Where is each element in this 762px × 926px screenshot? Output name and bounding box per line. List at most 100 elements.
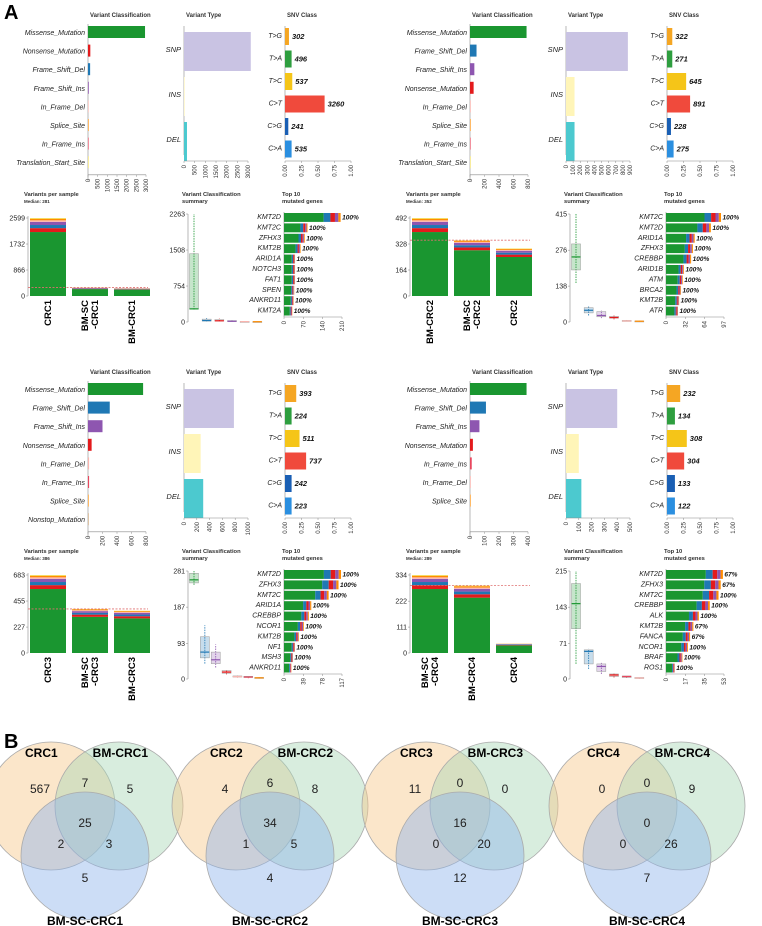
stacked-bar-segment: [496, 249, 532, 251]
x-tick-label: 800: [233, 521, 239, 532]
x-tick-label: 0: [664, 320, 670, 324]
x-tick-label: 0: [664, 677, 670, 681]
stacked-bar-segment: [454, 242, 490, 246]
tick-label: Frame_Shift_Del: [32, 406, 85, 413]
data-label: 100%: [711, 603, 728, 610]
data-label: 535: [295, 145, 308, 154]
x-tick-label: 700: [614, 164, 620, 175]
gene-bar-segment: [692, 611, 696, 621]
gene-bar-segment: [284, 254, 292, 264]
y-tick-label: 492: [395, 216, 407, 223]
venn-circle: [0, 741, 116, 871]
bar: [667, 497, 675, 515]
x-tick-label: 800: [526, 178, 532, 189]
venn-crc4: CRC4 BM-CRC4 BM-SC-CRC4 0 9 7 0 0 26 0: [548, 741, 746, 926]
stacked-bar-segment: [30, 582, 66, 586]
bar: [285, 430, 300, 447]
stacked-bar-segment: [454, 591, 490, 595]
bar: [285, 50, 292, 68]
chart-title: Variant Classification: [564, 192, 623, 198]
gene-bar-segment: [299, 244, 301, 254]
bar: [88, 81, 89, 94]
bar: [88, 63, 91, 76]
x-tick-label: BM-SC-CRC4: [420, 656, 441, 688]
gene-bar-segment: [689, 233, 692, 243]
y-tick-label: 138: [555, 284, 567, 291]
gene-bar-segment: [284, 622, 298, 631]
x-tick-label: 800: [144, 535, 150, 546]
x-tick-label: 0: [468, 535, 474, 539]
bar: [566, 77, 575, 116]
data-label: 100%: [684, 655, 701, 662]
gene-bar-segment: [710, 580, 716, 590]
gene-bar-segment: [677, 275, 680, 285]
bar: [667, 73, 687, 90]
data-label: 100%: [300, 634, 317, 641]
tick-label: Missense_Mutation: [407, 387, 467, 394]
venn-set-label: BM-SC-CRC4: [609, 914, 685, 926]
tick-label: INS: [550, 447, 563, 456]
gene-bar-segment: [696, 601, 702, 611]
tick-label: ARID1A: [255, 256, 282, 263]
gene-bar-segment: [680, 653, 682, 663]
crc2-snv-class-chart: SNV Class T>G 322 T>A 271 T>C 645 C>T 891 C>G 228 C…: [649, 13, 737, 177]
stacked-bar-segment: [496, 250, 532, 253]
x-tick-label: 0.75: [333, 521, 339, 533]
bar: [667, 452, 685, 470]
chart-title: Variant Classification: [472, 370, 533, 376]
x-tick-label: 0.00: [283, 521, 289, 533]
tick-label: FAT1: [265, 276, 281, 283]
data-label: 100%: [712, 225, 729, 232]
stacked-bar-segment: [412, 575, 448, 578]
x-tick-label-line: CRC4: [509, 656, 520, 683]
x-tick-label: 200: [590, 521, 596, 532]
venn-crc3: CRC3 BM-CRC3 BM-SC-CRC3 11 0 12 0 0 20 16: [361, 741, 559, 926]
stacked-bar-segment: [454, 586, 490, 588]
gene-bar-segment: [705, 601, 709, 611]
tick-label: T>G: [268, 390, 282, 397]
gene-bar-segment: [678, 285, 680, 295]
stacked-bar-segment: [412, 232, 448, 296]
venn-count: 0: [620, 837, 627, 851]
tick-label: C>A: [650, 503, 664, 510]
x-tick-label: 70: [301, 320, 307, 327]
x-tick-label: 200: [101, 535, 107, 546]
venn-set-label: CRC2: [210, 746, 243, 760]
tick-label: SPEN: [262, 287, 282, 294]
stacked-bar-segment: [72, 610, 108, 612]
gene-bar-segment: [284, 632, 295, 642]
gene-bar-segment: [709, 590, 714, 600]
venn-count: 4: [222, 782, 229, 796]
venn-count: 5: [82, 871, 89, 885]
data-label: 100%: [313, 603, 330, 610]
x-tick-label: 200: [578, 164, 584, 175]
chart-title: Variant Type: [186, 370, 222, 376]
gene-bar-segment: [718, 580, 721, 590]
x-tick-label: CRC3: [43, 657, 54, 683]
gene-bar-segment: [704, 213, 712, 222]
gene-bar-segment: [680, 265, 683, 274]
stacked-bar-segment: [454, 594, 490, 598]
gene-bar-segment: [302, 233, 304, 243]
tick-label: NCOR1: [638, 644, 663, 651]
x-tick-label: 0.25: [300, 521, 306, 533]
tick-label: BRAF: [644, 654, 663, 661]
bar: [566, 434, 579, 473]
tick-label: C>A: [268, 146, 282, 153]
x-tick-label: 35: [703, 677, 709, 684]
crc2-variant-type-chart: Variant Type SNP INS DEL 0 100 200 300 400 500 600…: [548, 13, 634, 175]
venn-set-label: BM-CRC1: [93, 746, 149, 760]
stacked-bar-segment: [114, 612, 150, 613]
tick-label: Nonstop_Mutation: [28, 517, 85, 524]
x-tick-label: 500: [96, 178, 102, 189]
y-tick-label: 2599: [9, 216, 25, 223]
venn-count: 12: [453, 871, 467, 885]
tick-label: Translation_Start_Site: [398, 160, 467, 167]
tick-label: T>C: [651, 78, 665, 85]
box: [189, 253, 199, 310]
chart-subtitle: Median: 281: [24, 199, 50, 204]
venn-count: 567: [30, 782, 50, 796]
gene-bar-segment: [679, 275, 682, 285]
venn-count: 3: [106, 837, 113, 851]
